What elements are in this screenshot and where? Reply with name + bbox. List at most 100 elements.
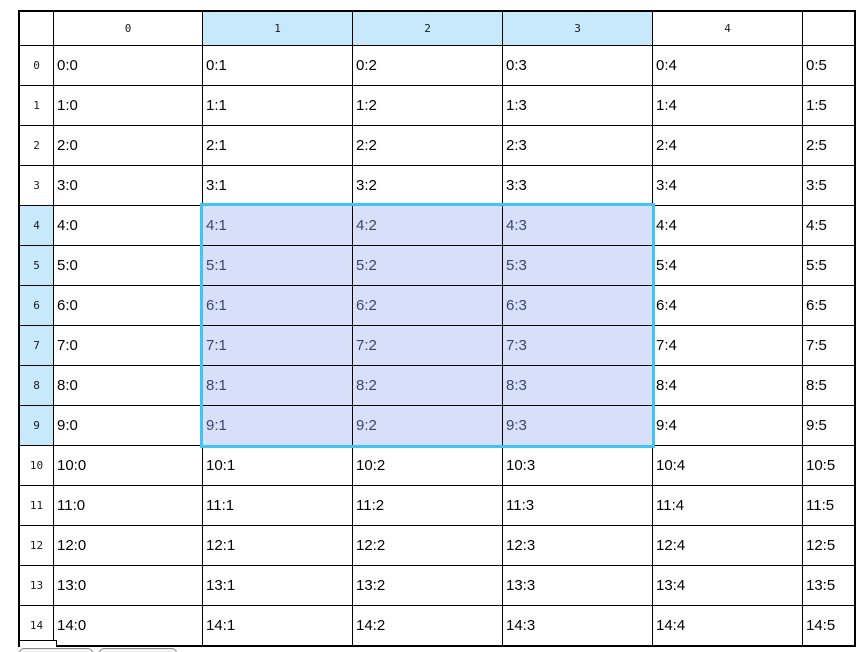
row-header-14[interactable]: 14 [20, 606, 53, 645]
cell-11-4[interactable]: 11:4 [653, 486, 802, 525]
cell-6-3[interactable]: 6:3 [503, 286, 652, 325]
cell-8-5[interactable]: 8:5 [803, 366, 854, 405]
cell-5-5[interactable]: 5:5 [803, 246, 854, 285]
cell-8-3[interactable]: 8:3 [503, 366, 652, 405]
cell-12-5[interactable]: 12:5 [803, 526, 854, 565]
cell-1-0[interactable]: 1:0 [54, 86, 202, 125]
cell-7-4[interactable]: 7:4 [653, 326, 802, 365]
row-header-1[interactable]: 1 [20, 86, 53, 125]
cropped-button-right[interactable] [99, 648, 177, 652]
cell-2-0[interactable]: 2:0 [54, 126, 202, 165]
cell-6-0[interactable]: 6:0 [54, 286, 202, 325]
cell-3-3[interactable]: 3:3 [503, 166, 652, 205]
cell-3-5[interactable]: 3:5 [803, 166, 854, 205]
cell-5-3[interactable]: 5:3 [503, 246, 652, 285]
column-header-cropped[interactable] [803, 12, 854, 45]
cell-10-0[interactable]: 10:0 [54, 446, 202, 485]
cell-7-0[interactable]: 7:0 [54, 326, 202, 365]
cell-13-3[interactable]: 13:3 [503, 566, 652, 605]
cell-7-2[interactable]: 7:2 [353, 326, 502, 365]
cell-0-3[interactable]: 0:3 [503, 46, 652, 85]
cell-9-4[interactable]: 9:4 [653, 406, 802, 445]
column-header-2[interactable]: 2 [353, 12, 502, 45]
column-header-0[interactable]: 0 [54, 12, 202, 45]
row-header-3[interactable]: 3 [20, 166, 53, 205]
cell-5-0[interactable]: 5:0 [54, 246, 202, 285]
row-header-0[interactable]: 0 [20, 46, 53, 85]
cell-1-1[interactable]: 1:1 [203, 86, 352, 125]
row-header-7[interactable]: 7 [20, 326, 53, 365]
column-header-1[interactable]: 1 [203, 12, 352, 45]
cell-7-3[interactable]: 7:3 [503, 326, 652, 365]
cell-13-4[interactable]: 13:4 [653, 566, 802, 605]
cell-13-5[interactable]: 13:5 [803, 566, 854, 605]
cell-5-1[interactable]: 5:1 [203, 246, 352, 285]
cell-13-2[interactable]: 13:2 [353, 566, 502, 605]
cell-7-5[interactable]: 7:5 [803, 326, 854, 365]
cell-2-4[interactable]: 2:4 [653, 126, 802, 165]
cell-10-3[interactable]: 10:3 [503, 446, 652, 485]
cell-4-4[interactable]: 4:4 [653, 206, 802, 245]
row-header-12[interactable]: 12 [20, 526, 53, 565]
cell-1-4[interactable]: 1:4 [653, 86, 802, 125]
cell-13-1[interactable]: 13:1 [203, 566, 352, 605]
cell-8-1[interactable]: 8:1 [203, 366, 352, 405]
cell-10-5[interactable]: 10:5 [803, 446, 854, 485]
cell-3-2[interactable]: 3:2 [353, 166, 502, 205]
cell-14-2[interactable]: 14:2 [353, 606, 502, 645]
cell-0-5[interactable]: 0:5 [803, 46, 854, 85]
cell-4-0[interactable]: 4:0 [54, 206, 202, 245]
column-header-4[interactable]: 4 [653, 12, 802, 45]
cell-8-4[interactable]: 8:4 [653, 366, 802, 405]
cell-14-0[interactable]: 14:0 [54, 606, 202, 645]
row-header-8[interactable]: 8 [20, 366, 53, 405]
row-header-6[interactable]: 6 [20, 286, 53, 325]
cell-1-2[interactable]: 1:2 [353, 86, 502, 125]
cell-4-2[interactable]: 4:2 [353, 206, 502, 245]
cell-4-1[interactable]: 4:1 [203, 206, 352, 245]
row-header-13[interactable]: 13 [20, 566, 53, 605]
cell-0-2[interactable]: 0:2 [353, 46, 502, 85]
cell-6-2[interactable]: 6:2 [353, 286, 502, 325]
cell-1-5[interactable]: 1:5 [803, 86, 854, 125]
cell-9-2[interactable]: 9:2 [353, 406, 502, 445]
cell-10-4[interactable]: 10:4 [653, 446, 802, 485]
row-header-11[interactable]: 11 [20, 486, 53, 525]
cell-14-5[interactable]: 14:5 [803, 606, 854, 645]
cell-6-4[interactable]: 6:4 [653, 286, 802, 325]
cell-12-3[interactable]: 12:3 [503, 526, 652, 565]
cell-0-0[interactable]: 0:0 [54, 46, 202, 85]
cell-10-1[interactable]: 10:1 [203, 446, 352, 485]
cell-0-4[interactable]: 0:4 [653, 46, 802, 85]
cropped-button-left[interactable] [19, 648, 93, 652]
cell-6-1[interactable]: 6:1 [203, 286, 352, 325]
cell-2-1[interactable]: 2:1 [203, 126, 352, 165]
cell-9-0[interactable]: 9:0 [54, 406, 202, 445]
cell-1-3[interactable]: 1:3 [503, 86, 652, 125]
row-header-2[interactable]: 2 [20, 126, 53, 165]
row-header-5[interactable]: 5 [20, 246, 53, 285]
cell-9-3[interactable]: 9:3 [503, 406, 652, 445]
cell-8-2[interactable]: 8:2 [353, 366, 502, 405]
cell-11-3[interactable]: 11:3 [503, 486, 652, 525]
cell-7-1[interactable]: 7:1 [203, 326, 352, 365]
cell-4-3[interactable]: 4:3 [503, 206, 652, 245]
cell-12-2[interactable]: 12:2 [353, 526, 502, 565]
cell-11-2[interactable]: 11:2 [353, 486, 502, 525]
cell-3-0[interactable]: 3:0 [54, 166, 202, 205]
cell-14-1[interactable]: 14:1 [203, 606, 352, 645]
row-header-4[interactable]: 4 [20, 206, 53, 245]
cell-4-5[interactable]: 4:5 [803, 206, 854, 245]
cell-9-5[interactable]: 9:5 [803, 406, 854, 445]
cell-12-4[interactable]: 12:4 [653, 526, 802, 565]
cell-3-4[interactable]: 3:4 [653, 166, 802, 205]
cell-13-0[interactable]: 13:0 [54, 566, 202, 605]
cell-11-5[interactable]: 11:5 [803, 486, 854, 525]
corner-header[interactable] [20, 12, 53, 45]
cell-3-1[interactable]: 3:1 [203, 166, 352, 205]
cell-12-0[interactable]: 12:0 [54, 526, 202, 565]
cell-5-4[interactable]: 5:4 [653, 246, 802, 285]
cell-9-1[interactable]: 9:1 [203, 406, 352, 445]
cell-10-2[interactable]: 10:2 [353, 446, 502, 485]
row-header-9[interactable]: 9 [20, 406, 53, 445]
